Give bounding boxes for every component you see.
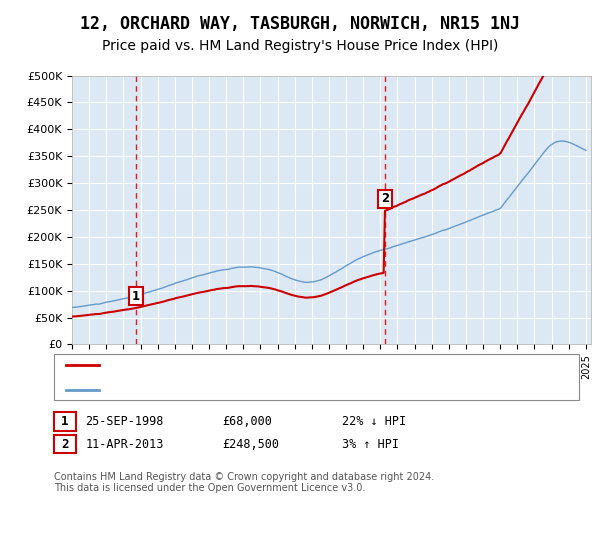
Text: 22% ↓ HPI: 22% ↓ HPI: [342, 415, 406, 428]
Text: 2: 2: [381, 193, 389, 206]
Text: 12, ORCHARD WAY, TASBURGH, NORWICH, NR15 1NJ: 12, ORCHARD WAY, TASBURGH, NORWICH, NR15…: [80, 15, 520, 32]
Text: 2: 2: [61, 437, 69, 451]
Text: 3% ↑ HPI: 3% ↑ HPI: [342, 437, 399, 451]
Text: 11-APR-2013: 11-APR-2013: [85, 437, 164, 451]
Text: £68,000: £68,000: [222, 415, 272, 428]
Text: 25-SEP-1998: 25-SEP-1998: [85, 415, 164, 428]
Text: £248,500: £248,500: [222, 437, 279, 451]
Text: Contains HM Land Registry data © Crown copyright and database right 2024.
This d: Contains HM Land Registry data © Crown c…: [54, 472, 434, 493]
Text: 1: 1: [61, 415, 69, 428]
Text: 12, ORCHARD WAY, TASBURGH, NORWICH, NR15 1NJ (detached house): 12, ORCHARD WAY, TASBURGH, NORWICH, NR15…: [103, 360, 499, 370]
Text: Price paid vs. HM Land Registry's House Price Index (HPI): Price paid vs. HM Land Registry's House …: [102, 39, 498, 53]
Text: 1: 1: [132, 290, 140, 302]
Text: HPI: Average price, detached house, South Norfolk: HPI: Average price, detached house, Sout…: [103, 385, 386, 395]
